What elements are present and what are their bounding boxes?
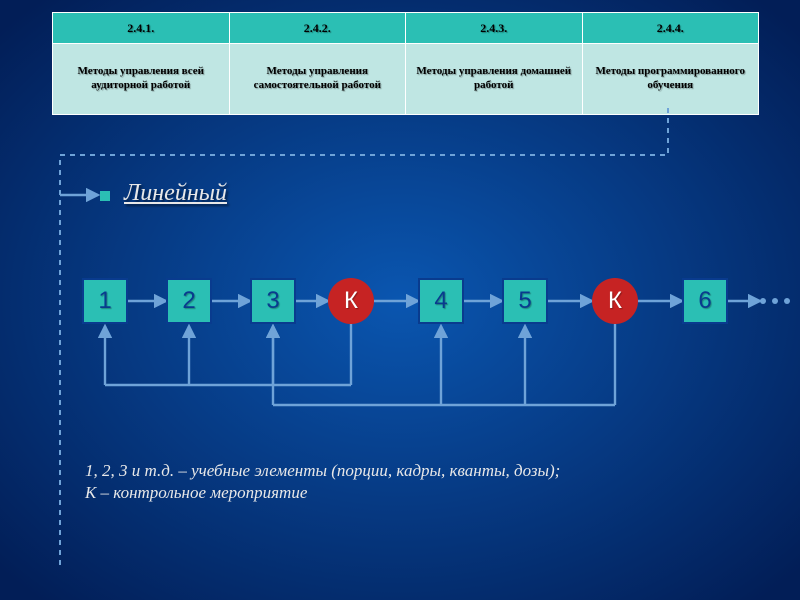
section-title: Линейный bbox=[124, 180, 227, 207]
methods-table: 2.4.1. 2.4.2. 2.4.3. 2.4.4. Методы управ… bbox=[52, 12, 759, 115]
step-node: 4 bbox=[418, 278, 464, 324]
step-node: 3 bbox=[250, 278, 296, 324]
bullet-icon bbox=[100, 191, 110, 201]
table-cell: Методы управления всей аудиторной работо… bbox=[53, 44, 230, 115]
step-node: 6 bbox=[682, 278, 728, 324]
table-cell: Методы управления домашней работой bbox=[406, 44, 583, 115]
step-node: 2 bbox=[166, 278, 212, 324]
table-row: 2.4.1. 2.4.2. 2.4.3. 2.4.4. bbox=[53, 13, 759, 44]
legend-text: 1, 2, 3 и т.д. – учебные элементы (порци… bbox=[85, 460, 560, 504]
control-node: К bbox=[328, 278, 374, 324]
table-header: 2.4.4. bbox=[582, 13, 759, 44]
ellipsis-dots bbox=[760, 298, 790, 304]
control-node: К bbox=[592, 278, 638, 324]
table-cell: Методы управления самостоятельной работо… bbox=[229, 44, 406, 115]
table-row: Методы управления всей аудиторной работо… bbox=[53, 44, 759, 115]
table-cell: Методы программированного обучения bbox=[582, 44, 759, 115]
step-node: 5 bbox=[502, 278, 548, 324]
table-header: 2.4.3. bbox=[406, 13, 583, 44]
table-header: 2.4.2. bbox=[229, 13, 406, 44]
table-header: 2.4.1. bbox=[53, 13, 230, 44]
step-node: 1 bbox=[82, 278, 128, 324]
slide-root: 2.4.1. 2.4.2. 2.4.3. 2.4.4. Методы управ… bbox=[0, 0, 800, 600]
